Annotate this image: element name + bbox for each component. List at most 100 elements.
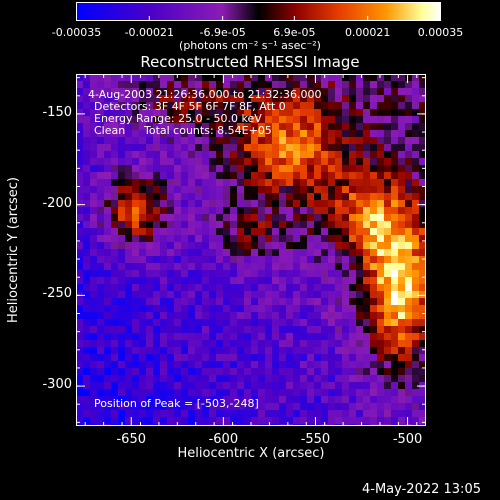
heatmap-cell: [251, 403, 259, 411]
heatmap-cell: [356, 242, 364, 250]
heatmap-cell: [321, 417, 329, 425]
heatmap-cell: [160, 214, 168, 222]
heatmap-cell: [83, 193, 91, 201]
heatmap-cell: [90, 130, 98, 138]
heatmap-cell: [412, 165, 420, 173]
heatmap-cell: [181, 95, 189, 103]
heatmap-cell: [223, 130, 231, 138]
heatmap-cell: [391, 417, 399, 425]
heatmap-cell: [251, 158, 259, 166]
heatmap-cell: [188, 284, 196, 292]
heatmap-cell: [321, 235, 329, 243]
heatmap-cell: [314, 326, 322, 334]
heatmap-cell: [363, 193, 371, 201]
heatmap-cell: [328, 151, 336, 159]
heatmap-cell: [321, 242, 329, 250]
heatmap-cell: [342, 221, 350, 229]
heatmap-cell: [356, 326, 364, 334]
heatmap-cell: [83, 270, 91, 278]
heatmap-cell: [391, 207, 399, 215]
heatmap-cell: [125, 298, 133, 306]
heatmap-cell: [272, 200, 280, 208]
heatmap-cell: [272, 263, 280, 271]
heatmap-cell: [398, 333, 406, 341]
heatmap-cell: [181, 284, 189, 292]
heatmap-cell: [314, 207, 322, 215]
heatmap-cell: [202, 214, 210, 222]
heatmap-cell: [90, 277, 98, 285]
heatmap-cell: [279, 263, 287, 271]
heatmap-cell: [111, 81, 119, 89]
heatmap-cell: [118, 242, 126, 250]
heatmap-cell: [188, 270, 196, 278]
heatmap-cell: [258, 200, 266, 208]
heatmap-cell: [251, 319, 259, 327]
heatmap-cell: [412, 270, 420, 278]
heatmap-cell: [139, 326, 147, 334]
heatmap-cell: [104, 144, 112, 152]
heatmap-cell: [307, 81, 315, 89]
heatmap-cell: [307, 354, 315, 362]
heatmap-cell: [195, 74, 203, 82]
heatmap-cell: [265, 319, 273, 327]
heatmap-cell: [209, 193, 217, 201]
heatmap-cell: [188, 74, 196, 82]
heatmap-cell: [349, 284, 357, 292]
heatmap-cell: [132, 137, 140, 145]
heatmap-cell: [202, 172, 210, 180]
heatmap-cell: [111, 144, 119, 152]
heatmap-cell: [412, 403, 420, 411]
heatmap-cell: [356, 305, 364, 313]
heatmap-cell: [384, 109, 392, 117]
heatmap-cell: [90, 368, 98, 376]
heatmap-cell: [328, 263, 336, 271]
heatmap-cell: [307, 172, 315, 180]
heatmap-cell: [195, 333, 203, 341]
heatmap-cell: [244, 207, 252, 215]
heatmap-cell: [111, 228, 119, 236]
heatmap-cell: [111, 319, 119, 327]
heatmap-cell: [363, 410, 371, 418]
heatmap-cell: [286, 242, 294, 250]
heatmap-cell: [216, 88, 224, 96]
heatmap-cell: [146, 116, 154, 124]
heatmap-cell: [391, 158, 399, 166]
heatmap-cell: [83, 165, 91, 173]
heatmap-cell: [349, 235, 357, 243]
heatmap-cell: [76, 88, 84, 96]
heatmap-cell: [118, 81, 126, 89]
heatmap-cell: [363, 256, 371, 264]
heatmap-cell: [279, 158, 287, 166]
heatmap-cell: [160, 228, 168, 236]
heatmap-cell: [321, 326, 329, 334]
heatmap-cell: [335, 81, 343, 89]
heatmap-cell: [174, 186, 182, 194]
heatmap-cell: [230, 130, 238, 138]
heatmap-cell: [195, 221, 203, 229]
heatmap-cell: [202, 249, 210, 257]
heatmap-cell: [293, 95, 301, 103]
heatmap-cell: [286, 207, 294, 215]
heatmap-cell: [328, 319, 336, 327]
heatmap-cell: [342, 193, 350, 201]
heatmap-cell: [195, 95, 203, 103]
heatmap-cell: [279, 235, 287, 243]
heatmap-cell: [160, 200, 168, 208]
heatmap-cell: [272, 291, 280, 299]
heatmap-cell: [104, 340, 112, 348]
heatmap-cell: [377, 417, 385, 425]
heatmap-cell: [391, 256, 399, 264]
heatmap-cell: [209, 417, 217, 425]
colorbar-tick-label: -6.9e-05: [199, 26, 246, 39]
heatmap-cell: [265, 88, 273, 96]
heatmap-cell: [370, 95, 378, 103]
heatmap-cell: [237, 88, 245, 96]
heatmap-cell: [167, 389, 175, 397]
heatmap-cell: [223, 137, 231, 145]
heatmap-cell: [328, 333, 336, 341]
heatmap-cell: [342, 165, 350, 173]
heatmap-cell: [363, 305, 371, 313]
heatmap-cell: [363, 165, 371, 173]
heatmap-cell: [209, 340, 217, 348]
heatmap-cell: [363, 158, 371, 166]
